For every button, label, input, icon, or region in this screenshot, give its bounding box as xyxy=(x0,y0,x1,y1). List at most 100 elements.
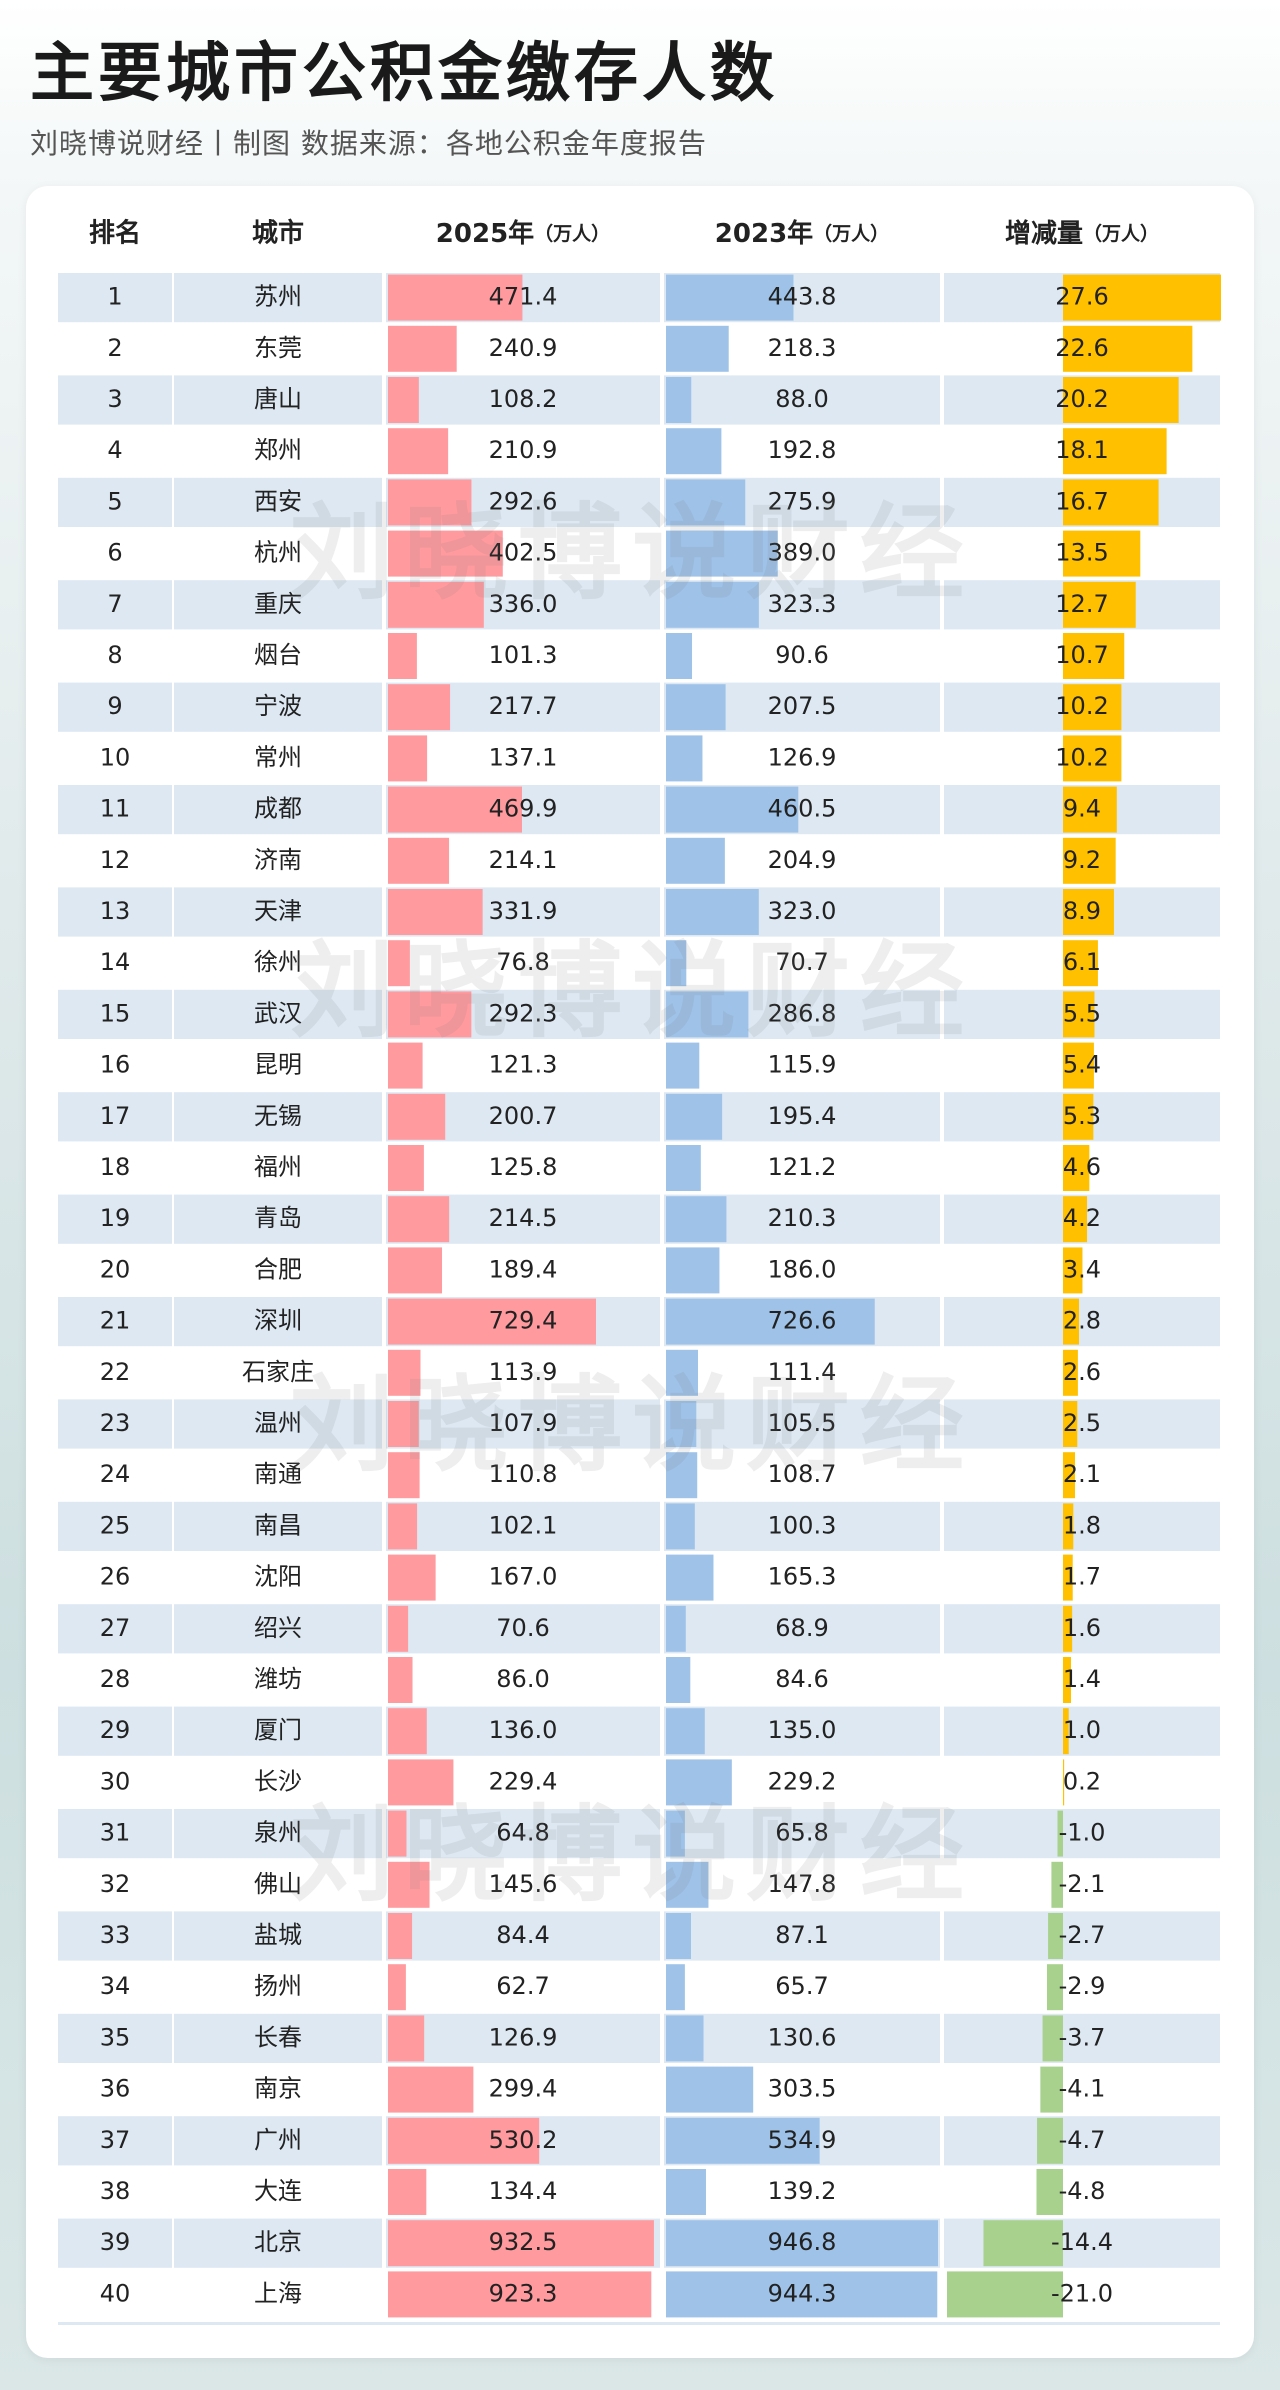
row-stripe xyxy=(58,2013,172,2063)
cell-2025: 102.1 xyxy=(489,1511,558,1539)
row-stripe xyxy=(386,1911,660,1961)
cell-rank: 7 xyxy=(107,590,122,618)
cell-city: 南京 xyxy=(254,2075,302,2103)
cell-2023: 204.9 xyxy=(768,846,837,874)
cell-2023: 87.1 xyxy=(775,1921,828,1949)
row-stripe xyxy=(174,375,382,425)
row-stripe xyxy=(944,1604,1220,1654)
bar-2023 xyxy=(666,325,729,372)
row-stripe xyxy=(174,1399,382,1449)
cell-city: 沈阳 xyxy=(254,1563,302,1591)
cell-city: 武汉 xyxy=(254,999,302,1027)
bar-2025 xyxy=(388,479,472,526)
cell-change: -14.4 xyxy=(1051,2228,1113,2256)
cell-2023: 946.8 xyxy=(768,2228,837,2256)
bar-2025 xyxy=(388,1349,421,1396)
table-bottom-rule xyxy=(58,2322,1220,2325)
cell-2025: 214.5 xyxy=(489,1204,558,1232)
bar-2025 xyxy=(388,1913,413,1959)
header-change: 增减量（万人） xyxy=(1005,218,1159,249)
cell-2023: 275.9 xyxy=(768,487,837,515)
cell-2023: 303.5 xyxy=(768,2075,837,2103)
bar-2025 xyxy=(388,1554,436,1601)
bar-2025 xyxy=(388,377,419,423)
cell-rank: 40 xyxy=(100,2279,131,2307)
cell-2023: 210.3 xyxy=(768,1204,837,1232)
row-stripe xyxy=(174,1911,382,1961)
cell-change: 2.1 xyxy=(1063,1460,1101,1488)
cell-change: 16.7 xyxy=(1055,487,1108,515)
cell-change: -4.8 xyxy=(1059,2177,1106,2205)
row-stripe xyxy=(944,2116,1220,2166)
cell-rank: 22 xyxy=(100,1358,131,1386)
row-stripe xyxy=(58,2218,172,2268)
bar-2025 xyxy=(388,1657,413,1703)
bar-change xyxy=(1057,1810,1063,1857)
bar-2023 xyxy=(666,2117,820,2164)
cell-change: -3.7 xyxy=(1059,2023,1106,2051)
cell-rank: 5 xyxy=(107,487,122,515)
cell-rank: 6 xyxy=(107,539,122,567)
bar-2025 xyxy=(388,274,523,321)
bar-change xyxy=(1040,2066,1063,2113)
cell-city: 东莞 xyxy=(254,334,302,362)
cell-2025: 210.9 xyxy=(489,436,558,464)
bar-2023 xyxy=(666,837,725,884)
cell-2025: 214.1 xyxy=(489,846,558,874)
bar-2025 xyxy=(388,684,451,731)
cell-2023: 218.3 xyxy=(768,334,837,362)
cell-2025: 86.0 xyxy=(496,1665,549,1693)
cell-change: 2.6 xyxy=(1063,1358,1101,1386)
row-stripe xyxy=(944,1297,1220,1347)
cell-city: 烟台 xyxy=(254,641,302,669)
row-stripe xyxy=(58,887,172,937)
bar-2023 xyxy=(666,1145,701,1191)
row-stripe xyxy=(386,1501,660,1551)
page-title: 主要城市公积金缴存人数 xyxy=(30,36,778,111)
bar-2025 xyxy=(388,581,484,628)
cell-city: 上海 xyxy=(254,2279,302,2307)
bar-change xyxy=(1051,1861,1063,1908)
cell-city: 佛山 xyxy=(254,1870,302,1898)
row-stripe xyxy=(386,1809,660,1859)
bar-2023 xyxy=(666,1093,723,1140)
cell-2023: 323.0 xyxy=(768,897,837,925)
row-stripe xyxy=(58,2116,172,2166)
cell-change: -2.1 xyxy=(1059,1870,1106,1898)
cell-rank: 28 xyxy=(100,1665,131,1693)
cell-2023: 68.9 xyxy=(775,1614,828,1642)
bar-change xyxy=(1063,1759,1065,1806)
bar-2023 xyxy=(666,786,799,833)
row-stripe xyxy=(58,375,172,425)
cell-change: -4.1 xyxy=(1059,2075,1106,2103)
bar-change xyxy=(1063,940,1098,987)
cell-2025: 469.9 xyxy=(489,795,558,823)
cell-change: -21.0 xyxy=(1051,2279,1113,2307)
cell-2025: 402.5 xyxy=(489,539,558,567)
cell-change: 0.2 xyxy=(1063,1767,1101,1795)
page-subtitle: 刘晓博说财经丨制图 数据来源：各地公积金年度报告 xyxy=(30,127,707,160)
bar-2023 xyxy=(666,735,703,782)
bar-2025 xyxy=(388,1503,418,1550)
cell-change: 4.6 xyxy=(1063,1153,1101,1181)
bar-2023 xyxy=(666,1042,700,1089)
cell-rank: 12 xyxy=(100,846,131,874)
bar-2023 xyxy=(666,1554,714,1601)
bar-change xyxy=(1063,1145,1090,1191)
cell-2025: 121.3 xyxy=(489,1051,558,1079)
cell-2025: 145.6 xyxy=(489,1870,558,1898)
bar-2025 xyxy=(388,2066,474,2113)
cell-city: 温州 xyxy=(254,1409,302,1437)
cell-change: 5.5 xyxy=(1063,999,1101,1027)
cell-city: 福州 xyxy=(254,1153,302,1181)
cell-city: 厦门 xyxy=(254,1716,302,1744)
bar-2025 xyxy=(388,2015,425,2062)
bar-2023 xyxy=(666,1708,705,1755)
cell-rank: 4 xyxy=(107,436,122,464)
cell-2023: 229.2 xyxy=(768,1767,837,1795)
cell-rank: 16 xyxy=(100,1051,131,1079)
row-stripe xyxy=(664,1501,940,1551)
cell-rank: 33 xyxy=(100,1921,131,1949)
row-stripe xyxy=(664,1399,940,1449)
cell-2025: 126.9 xyxy=(489,2023,558,2051)
